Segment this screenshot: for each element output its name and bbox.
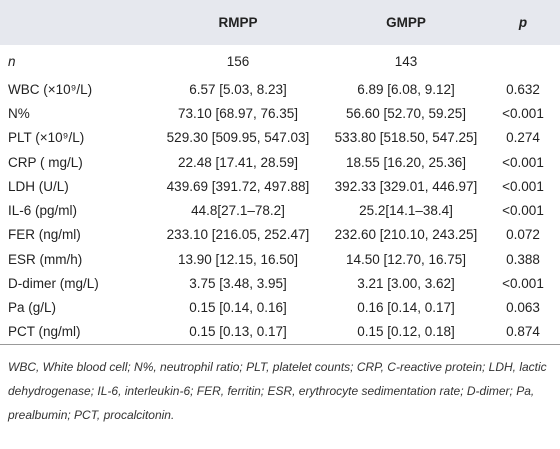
header-row: RMPP GMPP p (0, 0, 560, 45)
row-label: CRP ( mg/L) (8, 154, 83, 170)
cell: <0.001 (502, 105, 544, 121)
cell: 0.15 [0.13, 0.17] (189, 324, 287, 340)
table-row: n 156 143 (0, 45, 560, 77)
header-cell: RMPP (218, 15, 258, 30)
header-cell: GMPP (386, 15, 426, 30)
footnote: WBC, White blood cell; N%, neutrophil ra… (8, 360, 547, 422)
cell: 156 (226, 53, 250, 69)
table-row: IL-6 (pg/ml) 44.8[27.1–78.2] 25.2[14.1–38.… (0, 198, 560, 222)
cell: 0.063 (506, 300, 540, 316)
cell: 3.75 [3.48, 3.95] (189, 276, 287, 292)
cell: 0.874 (506, 324, 540, 340)
row-label: D-dimer (mg/L) (8, 276, 99, 292)
cell: 25.2[14.1–38.4] (359, 203, 453, 219)
cell: 6.57 [5.03, 8.23] (189, 81, 287, 97)
row-label: N% (8, 105, 30, 121)
table-row: ESR (mm/h) 13.90 [12.15, 16.50] 14.50 [12.… (0, 247, 560, 271)
cell: 0.15 [0.14, 0.16] (189, 300, 287, 316)
row-label: LDH (U/L) (8, 178, 69, 194)
table-row: Pa (g/L) 0.15 [0.14, 0.16] 0.16 [0.14, 0.1… (0, 296, 560, 320)
table-row: LDH (U/L) 439.69 [391.72, 497.88] 392.33 [… (0, 174, 560, 198)
table-row: CRP ( mg/L) 22.48 [17.41, 28.59] 18.55 [16… (0, 150, 560, 174)
cell: 439.69 [391.72, 497.88] (166, 178, 310, 194)
cell: <0.001 (502, 178, 544, 194)
cell: 533.80 [518.50, 547.25] (334, 130, 478, 146)
cell: 143 (394, 53, 418, 69)
cell: 392.33 [329.01, 446.97] (334, 178, 478, 194)
cell: 0.632 (506, 81, 540, 97)
cell: 73.10 [68.97, 76.35] (177, 105, 299, 121)
table-row: WBC (×10⁹/L) 6.57 [5.03, 8.23] 6.89 [6.08,… (0, 77, 560, 101)
table-row: PCT (ng/ml) 0.15 [0.13, 0.17] 0.15 [0.12, … (0, 320, 560, 345)
row-label: n (8, 53, 16, 69)
cell: 22.48 [17.41, 28.59] (177, 154, 299, 170)
row-label: PCT (ng/ml) (8, 324, 81, 340)
row-label: Pa (g/L) (8, 300, 57, 316)
cell: 6.89 [6.08, 9.12] (357, 81, 455, 97)
cell: 0.16 [0.14, 0.17] (357, 300, 455, 316)
cell: 0.15 [0.12, 0.18] (357, 324, 455, 340)
cell: <0.001 (502, 154, 544, 170)
cell: 3.21 [3.00, 3.62] (357, 276, 455, 292)
cell: 14.50 [12.70, 16.75] (345, 251, 467, 267)
cell: 233.10 [216.05, 252.47] (166, 227, 310, 243)
cell: 232.60 [210.10, 243.25] (334, 227, 478, 243)
table-body: n 156 143 WBC (×10⁹/L) 6.57 [5.03, 8.23] 6.89… (0, 45, 560, 345)
cell: 0.072 (506, 227, 540, 243)
cell: 44.8[27.1–78.2] (191, 203, 285, 219)
row-label: PLT (×10⁹/L) (8, 130, 85, 146)
cell (486, 45, 560, 77)
header-cell (0, 0, 150, 45)
cell: 18.55 [16.20, 25.36] (345, 154, 467, 170)
data-table: RMPP GMPP p n 156 143 WBC (×10⁹/L) 6.57 [5.03,… (0, 0, 560, 345)
table-row: N% 73.10 [68.97, 76.35] 56.60 [52.70, 59.2… (0, 101, 560, 125)
cell: 0.388 (506, 251, 540, 267)
cell: 0.274 (506, 130, 540, 146)
row-label: FER (ng/ml) (8, 227, 81, 243)
row-label: IL-6 (pg/ml) (8, 203, 78, 219)
header-cell: p (518, 15, 528, 30)
row-label: ESR (mm/h) (8, 251, 83, 267)
cell: 529.30 [509.95, 547.03] (166, 130, 310, 146)
cell: 56.60 [52.70, 59.25] (345, 105, 467, 121)
table-row: D-dimer (mg/L) 3.75 [3.48, 3.95] 3.21 [3.0… (0, 271, 560, 295)
cell: 13.90 [12.15, 16.50] (177, 251, 299, 267)
row-label: WBC (×10⁹/L) (8, 81, 93, 97)
table-row: PLT (×10⁹/L) 529.30 [509.95, 547.03] 533.8… (0, 126, 560, 150)
table-row: FER (ng/ml) 233.10 [216.05, 252.47] 232.60… (0, 223, 560, 247)
cell: <0.001 (502, 203, 544, 219)
cell: <0.001 (502, 276, 544, 292)
